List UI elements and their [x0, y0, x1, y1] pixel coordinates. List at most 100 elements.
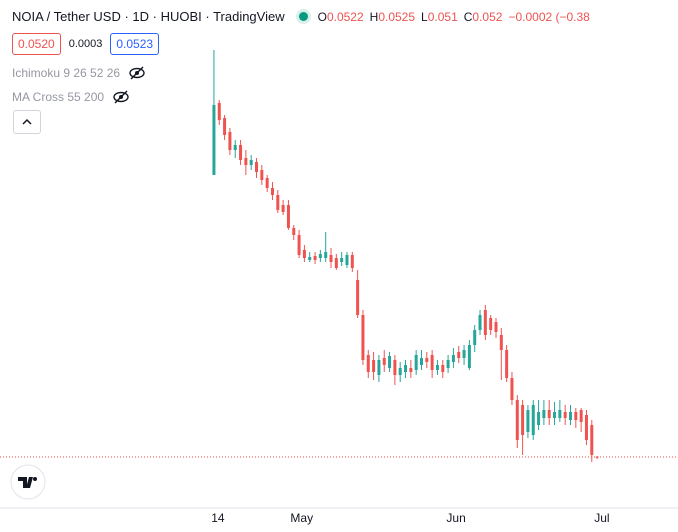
candle-body [446, 360, 450, 368]
value: 0.0522 [326, 9, 364, 24]
candle-body [260, 170, 264, 180]
spread: 0.0003 [68, 38, 103, 50]
candle-body [366, 355, 370, 372]
candle-body [537, 412, 541, 425]
candle-body [584, 415, 588, 440]
label: H [369, 9, 379, 24]
candle-body [292, 228, 296, 235]
candle-body [276, 195, 280, 210]
ohlc-low: L0.051 [421, 10, 458, 24]
candle-body [356, 280, 360, 315]
label: O [317, 9, 327, 24]
collapse-button[interactable] [13, 110, 41, 134]
tradingview-logo[interactable] [8, 462, 48, 502]
candle-body [308, 257, 312, 260]
candle-body [313, 256, 317, 260]
candle-body [404, 365, 408, 372]
candle-body [244, 158, 248, 165]
ohlc-close: C0.052 [464, 10, 503, 24]
candle-body [457, 352, 461, 358]
value: 0.051 [427, 9, 458, 24]
symbol-title[interactable]: NOIA / Tether USD · 1D · HUOBI · Trading… [12, 9, 285, 24]
x-tick-label: 14 [211, 511, 225, 525]
candle-body [441, 365, 445, 372]
ask-price[interactable]: 0.0523 [110, 33, 160, 55]
candle-body [574, 412, 578, 420]
candle-body [382, 358, 386, 365]
candle-body [553, 412, 557, 418]
candle-body [489, 318, 493, 330]
candle-body [270, 188, 274, 195]
candle-body [340, 258, 344, 262]
candle-body [467, 345, 471, 368]
candle-body [212, 105, 216, 175]
candle-body [228, 132, 232, 150]
indicator-name: Ichimoku 9 26 52 26 [12, 66, 121, 80]
ohlc-open: O0.0522 [318, 10, 364, 24]
candle-body [255, 162, 259, 172]
candle-body [249, 160, 253, 165]
x-tick-label: Jul [594, 511, 609, 525]
x-tick-label: Jun [446, 511, 465, 525]
candle-body [478, 315, 482, 330]
bid-price[interactable]: 0.0520 [12, 33, 61, 55]
candle-body [499, 335, 503, 350]
candle-body [419, 358, 423, 365]
value: 0.0525 [378, 9, 416, 24]
candle-body [590, 425, 594, 455]
candle-body [286, 205, 290, 228]
indicator[interactable]: Ichimoku 9 26 52 26 [12, 66, 146, 80]
candle-body [302, 250, 306, 258]
hidden-icon[interactable] [128, 66, 146, 80]
candle-body [265, 178, 269, 188]
candle-body [409, 368, 413, 372]
chevron-up [22, 118, 32, 125]
candle-body [297, 235, 301, 255]
candle-body [451, 355, 455, 362]
candle-body [281, 205, 285, 212]
candle-body [542, 410, 546, 418]
label: L [421, 9, 428, 24]
candle-body [239, 145, 243, 160]
value: 0.052 [472, 9, 503, 24]
candle-body [579, 410, 583, 422]
change: −0.0002 (−0.38 [508, 9, 590, 24]
candle-body [547, 410, 551, 418]
candle-body [372, 360, 376, 372]
candle-body [324, 252, 328, 258]
candle-body [462, 350, 466, 358]
ohlc-high: H0.0525 [370, 10, 415, 24]
candle-body [414, 355, 418, 370]
candle-body [318, 254, 322, 258]
candle-body [398, 368, 402, 375]
candle-body [388, 356, 392, 368]
candle-body [334, 258, 338, 268]
candle-body [223, 118, 227, 135]
candle-body [473, 330, 477, 345]
candle-body [494, 322, 498, 332]
candle-body [521, 405, 525, 435]
candle-body [558, 410, 562, 418]
hidden-icon[interactable] [112, 90, 130, 104]
candle-body [531, 405, 535, 435]
candle-body [515, 400, 519, 440]
candle-body [483, 310, 487, 335]
indicator[interactable]: MA Cross 55 200 [12, 90, 130, 104]
candle-body [345, 255, 349, 265]
candle-body [350, 255, 354, 268]
candle-body [526, 410, 530, 432]
candle-body [505, 350, 509, 378]
candle-body [361, 315, 365, 360]
label: C [463, 9, 473, 24]
candle-body [568, 412, 572, 420]
candle-body [329, 255, 333, 262]
quote-row: 0.0520 0.0003 0.0523 [12, 33, 160, 55]
x-tick-label: May [290, 511, 313, 525]
candle-body [425, 358, 429, 362]
header: NOIA / Tether USD · 1D · HUOBI · Trading… [12, 9, 590, 24]
indicator-name: MA Cross 55 200 [12, 90, 105, 104]
candle-body [563, 412, 567, 418]
candle-body [510, 378, 514, 400]
